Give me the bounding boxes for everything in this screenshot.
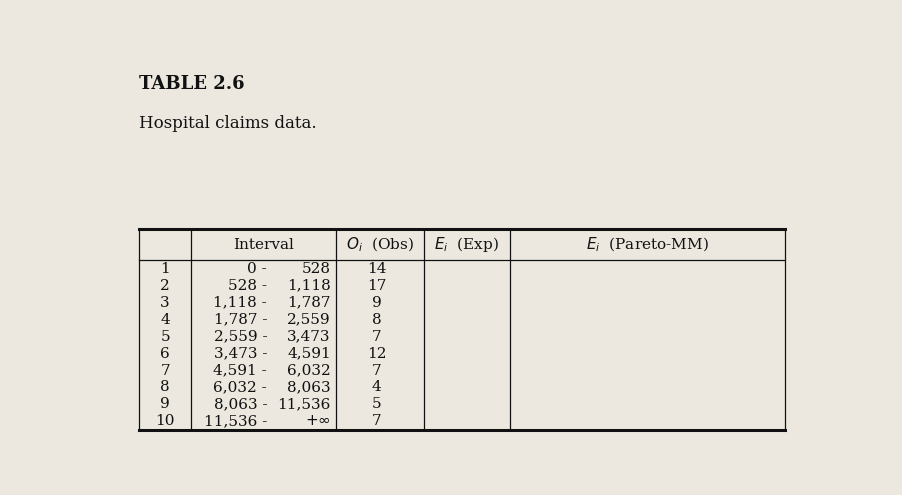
Text: 1,118 -: 1,118 - — [214, 296, 267, 310]
Text: 11,536: 11,536 — [278, 397, 331, 411]
Text: 10: 10 — [155, 414, 175, 428]
Text: 8,063: 8,063 — [287, 381, 331, 395]
Text: 528: 528 — [302, 262, 331, 276]
Text: 528 -: 528 - — [228, 279, 267, 293]
Text: 4,591: 4,591 — [287, 346, 331, 360]
Text: 5: 5 — [161, 330, 170, 344]
Text: 0 -: 0 - — [247, 262, 267, 276]
Text: 7: 7 — [161, 363, 170, 378]
Text: 3: 3 — [161, 296, 170, 310]
Text: 3,473: 3,473 — [288, 330, 331, 344]
Text: 6,032: 6,032 — [287, 363, 331, 378]
Text: $E_i$  (Pareto-MM): $E_i$ (Pareto-MM) — [586, 236, 709, 254]
Text: $+\infty$: $+\infty$ — [305, 414, 331, 428]
Text: 2,559 -: 2,559 - — [214, 330, 267, 344]
Text: $O_i$  (Obs): $O_i$ (Obs) — [346, 236, 414, 254]
Text: 4: 4 — [161, 313, 170, 327]
Text: 12: 12 — [367, 346, 386, 360]
Text: Hospital claims data.: Hospital claims data. — [139, 115, 317, 132]
Text: 7: 7 — [372, 330, 382, 344]
Text: 11,536 -: 11,536 - — [204, 414, 267, 428]
Text: Interval: Interval — [234, 238, 294, 251]
Text: 6: 6 — [161, 346, 170, 360]
Text: 4,591 -: 4,591 - — [214, 363, 267, 378]
Text: 6,032 -: 6,032 - — [214, 381, 267, 395]
Text: 3,473 -: 3,473 - — [214, 346, 267, 360]
Text: 1: 1 — [161, 262, 170, 276]
Text: 2: 2 — [161, 279, 170, 293]
Text: 4: 4 — [372, 381, 382, 395]
Text: 14: 14 — [367, 262, 386, 276]
Text: 9: 9 — [372, 296, 382, 310]
Text: 7: 7 — [372, 363, 382, 378]
Text: TABLE 2.6: TABLE 2.6 — [139, 75, 245, 93]
Text: 8: 8 — [372, 313, 382, 327]
Text: 7: 7 — [372, 414, 382, 428]
Text: 2,559: 2,559 — [287, 313, 331, 327]
Text: 1,787: 1,787 — [288, 296, 331, 310]
Text: 1,787 -: 1,787 - — [214, 313, 267, 327]
Text: 5: 5 — [372, 397, 382, 411]
Text: 9: 9 — [161, 397, 170, 411]
Text: 8: 8 — [161, 381, 170, 395]
Text: 1,118: 1,118 — [287, 279, 331, 293]
Text: 17: 17 — [367, 279, 386, 293]
Text: $E_i$  (Exp): $E_i$ (Exp) — [435, 235, 500, 254]
Text: 8,063 -: 8,063 - — [214, 397, 267, 411]
